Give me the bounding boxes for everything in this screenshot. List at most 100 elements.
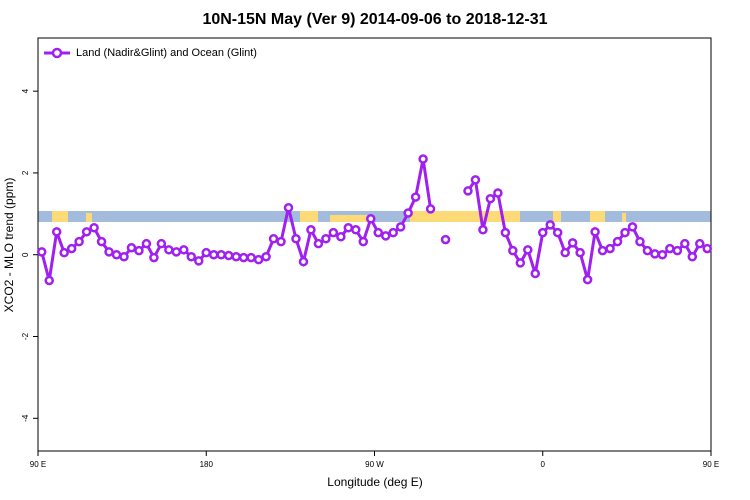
y-tick-label: -2 (21, 332, 30, 340)
data-point (36, 247, 47, 257)
data-point (126, 243, 137, 253)
y-tick-label: 0 (21, 252, 30, 257)
data-point (642, 245, 653, 256)
data-point (665, 243, 675, 254)
data-point (410, 192, 421, 202)
data-point (291, 234, 301, 244)
data-point (119, 252, 129, 262)
data-point (530, 268, 541, 279)
land-patch (410, 211, 520, 222)
data-point (283, 202, 294, 213)
data-point (89, 222, 99, 233)
data-point (508, 245, 518, 256)
data-point (366, 213, 376, 224)
legend-marker (51, 47, 63, 59)
data-point (328, 227, 339, 238)
data-point (478, 225, 488, 235)
data-point (336, 231, 346, 242)
legend-label: Land (Nadir&Glint) and Ocean (Glint) (76, 47, 257, 59)
data-point (672, 245, 683, 256)
data-point (194, 256, 204, 266)
land-patch (590, 211, 605, 222)
data-point (463, 186, 473, 196)
data-point (545, 220, 555, 230)
data-point (44, 275, 54, 286)
data-point (635, 236, 645, 247)
data-point (500, 227, 511, 238)
data-point (253, 254, 264, 265)
data-point (104, 247, 114, 257)
data-point (186, 252, 197, 262)
data-point (552, 227, 563, 238)
data-point (612, 236, 623, 247)
data-point (149, 252, 159, 263)
data-point (358, 236, 369, 247)
data-point (141, 238, 152, 249)
data-point (171, 247, 182, 257)
data-point (425, 204, 436, 214)
y-tick-label: 2 (21, 170, 30, 175)
data-point (111, 249, 122, 260)
data-point (246, 252, 256, 263)
data-point (231, 252, 241, 262)
data-point (343, 222, 354, 233)
data-point (695, 238, 705, 249)
data-point (440, 234, 451, 245)
data-point (538, 227, 548, 238)
data-point (560, 247, 570, 258)
data-point (575, 247, 585, 258)
data-point (620, 227, 630, 238)
x-tick-label: 90 E (30, 460, 46, 469)
data-point (298, 256, 309, 267)
data-point (403, 208, 413, 218)
x-axis-label: Longitude (deg E) (327, 475, 422, 489)
x-tick-label: 90 E (703, 460, 719, 469)
data-point (395, 222, 406, 232)
data-point (238, 252, 249, 263)
data-point (313, 238, 324, 249)
data-point (216, 249, 226, 260)
data-point (702, 243, 713, 254)
data-point (590, 227, 600, 237)
land-patch (300, 211, 318, 222)
data-point (493, 188, 503, 198)
data-point (321, 234, 331, 244)
data-point (208, 249, 219, 260)
chart-title: 10N-15N May (Ver 9) 2014-09-06 to 2018-1… (202, 11, 547, 28)
data-point (650, 249, 660, 259)
data-point (134, 245, 144, 256)
land-patch (86, 213, 92, 222)
data-point (515, 258, 526, 268)
data-point (223, 250, 234, 261)
land-patch (622, 213, 626, 222)
data-point (418, 154, 428, 164)
data-point (351, 225, 361, 235)
data-point (66, 243, 77, 254)
data-point (582, 274, 593, 285)
data-point (680, 238, 690, 249)
data-point (164, 245, 174, 255)
data-point (179, 245, 189, 255)
data-point (51, 227, 62, 237)
data-point (627, 222, 638, 232)
x-tick-label: 0 (541, 460, 546, 469)
data-point (597, 245, 608, 256)
data-point (201, 247, 211, 258)
data-point (605, 243, 615, 254)
data-point (96, 236, 107, 247)
data-point (276, 236, 286, 247)
y-tick-label: -4 (21, 414, 30, 422)
land-patch (553, 211, 561, 222)
data-point (657, 249, 668, 260)
data-point (380, 231, 391, 241)
data-point (81, 227, 92, 237)
data-point (523, 245, 533, 255)
data-point (567, 238, 578, 248)
land-patch (330, 215, 370, 222)
data-point (156, 238, 167, 249)
x-tick-label: 90 W (365, 460, 384, 469)
y-tick-label: 4 (21, 88, 30, 93)
data-point (59, 247, 69, 258)
data-point (306, 225, 316, 235)
